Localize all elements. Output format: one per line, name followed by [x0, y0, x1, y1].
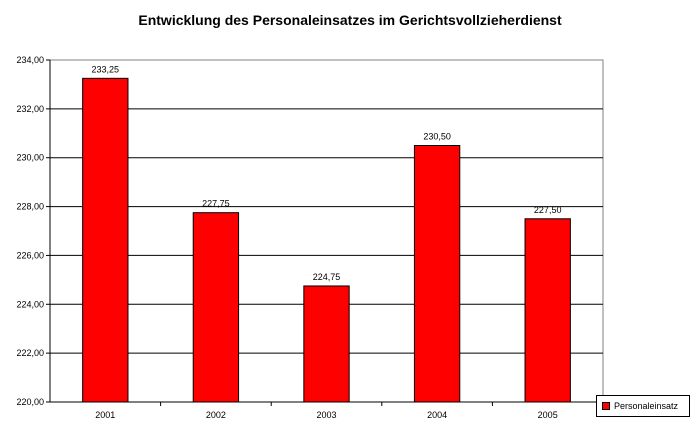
x-tick-label: 2002: [206, 410, 226, 420]
y-tick-label: 222,00: [16, 348, 44, 358]
x-tick-label: 2004: [427, 410, 447, 420]
data-label: 233,25: [92, 64, 120, 74]
legend-swatch: [602, 402, 610, 410]
y-tick-label: 234,00: [16, 55, 44, 65]
bar: [303, 285, 350, 403]
y-tick-label: 226,00: [16, 250, 44, 260]
data-label: 230,50: [423, 132, 451, 142]
bar: [82, 77, 129, 403]
y-tick-label: 228,00: [16, 202, 44, 212]
data-label: 224,75: [313, 272, 341, 282]
data-label: 227,50: [534, 205, 562, 215]
y-tick-label: 224,00: [16, 299, 44, 309]
legend-label: Personaleinsatz: [614, 401, 679, 411]
bar: [413, 145, 461, 403]
y-tick-label: 232,00: [16, 104, 44, 114]
y-tick-label: 230,00: [16, 153, 44, 163]
bar: [192, 212, 240, 403]
data-label: 227,75: [202, 199, 230, 209]
x-tick-label: 2003: [316, 410, 336, 420]
x-tick-label: 2001: [95, 410, 115, 420]
legend: Personaleinsatz: [596, 395, 690, 417]
x-tick-label: 2005: [538, 410, 558, 420]
bar: [524, 218, 571, 403]
y-tick-label: 220,00: [16, 397, 44, 407]
chart-title: Entwicklung des Personaleinsatzes im Ger…: [138, 12, 562, 28]
